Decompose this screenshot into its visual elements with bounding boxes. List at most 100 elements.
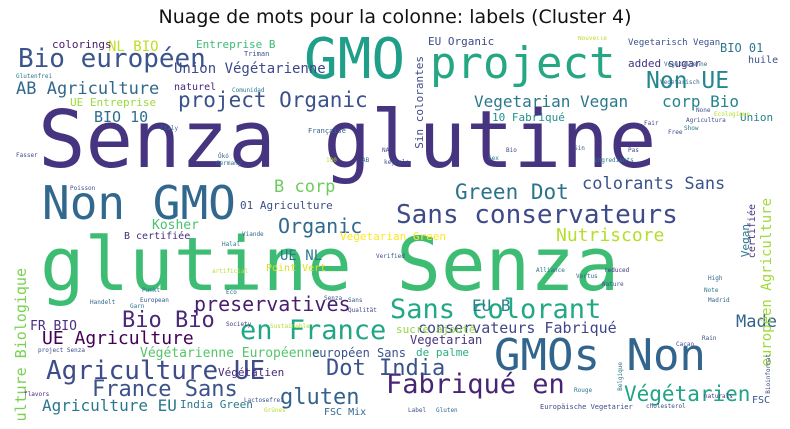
- cloud-word: Union: [740, 111, 774, 124]
- cloud-word: GMOs Non: [494, 330, 706, 381]
- cloud-word: Pas: [628, 147, 639, 154]
- cloud-word: Cacao: [676, 341, 695, 348]
- cloud-word: project: [430, 38, 616, 89]
- cloud-word: B corp: [274, 177, 336, 197]
- cloud-word: en France: [240, 315, 387, 346]
- cloud-word: Garn: [130, 303, 145, 310]
- cloud-word: Nature: [602, 281, 624, 288]
- cloud-word: Fasser: [16, 152, 38, 159]
- cloud-word: corp Bio: [662, 92, 740, 111]
- cloud-word: huile de: [748, 55, 778, 66]
- cloud-word: AB: [362, 157, 370, 164]
- cloud-word: FSC Mix: [324, 407, 367, 418]
- cloud-word: FSC: [752, 395, 771, 406]
- cloud-word: Sin: [574, 145, 585, 152]
- cloud-word: Union Végétarienne: [174, 61, 326, 77]
- cloud-word: Bio européen: [18, 44, 206, 74]
- cloud-word: project Organic: [178, 88, 368, 112]
- cloud-word: Label: [408, 407, 427, 414]
- cloud-word: Free: [668, 129, 683, 136]
- cloud-word: ingredients: [594, 157, 634, 164]
- cloud-word: Kosher: [152, 218, 199, 233]
- cloud-word: Organic: [278, 214, 363, 238]
- cloud-word: Bio: [506, 147, 517, 154]
- cloud-word: Vegetarian Green: [340, 230, 446, 243]
- cloud-word: reduced: [604, 267, 630, 274]
- cloud-word: Italy: [160, 125, 179, 132]
- cloud-word: Entreprise B: [196, 38, 276, 51]
- cloud-word: flavors: [24, 391, 50, 398]
- cloud-word: Vegetarisch Vegan: [628, 38, 721, 48]
- cloud-word: Rain: [702, 335, 717, 342]
- word-cloud: Senza glutine glutine Senza GMO project …: [12, 36, 778, 420]
- cloud-word: added sugar: [628, 57, 701, 70]
- cloud-word: Non GMO: [42, 176, 236, 230]
- cloud-word: conservateurs Fabriqué: [418, 319, 617, 337]
- cloud-word: Madrid: [708, 297, 730, 304]
- page-title: Nuage de mots pour la colonne: labels (C…: [158, 6, 632, 28]
- cloud-word: Fair: [644, 120, 659, 127]
- cloud-word: Française: [308, 127, 346, 135]
- cloud-word: Vertus: [576, 273, 598, 280]
- cloud-word: Show: [684, 125, 699, 132]
- cloud-word: Europäische Vegetarier: [540, 403, 633, 411]
- cloud-word: India Green: [180, 398, 253, 411]
- cloud-word: Végétarienne Européenne: [140, 346, 321, 361]
- cloud-word: européen Sans: [312, 346, 406, 360]
- cloud-word: certifiée: [747, 204, 758, 259]
- cloud-word: colorings: [52, 38, 112, 51]
- cloud-word: keyhole: [384, 159, 410, 166]
- cloud-word: Dot India: [326, 356, 446, 381]
- cloud-word: colorants Sans: [582, 174, 726, 194]
- cloud-word: Society: [226, 321, 252, 328]
- cloud-word: Ökó: [218, 153, 229, 160]
- cloud-word: 10 Fabriqué: [492, 111, 565, 124]
- cloud-word: preservatives: [194, 292, 351, 316]
- cloud-word: European: [140, 297, 169, 304]
- cloud-word: Verified: [376, 253, 405, 260]
- cloud-word: Sans conservateurs: [396, 200, 678, 230]
- cloud-word: Sustainable: [270, 323, 310, 330]
- cloud-word: UE NL: [280, 248, 323, 264]
- cloud-word: Agriculture UE: [46, 356, 266, 386]
- cloud-word: UE Entreprise: [70, 96, 157, 109]
- cloud-word: Poisson: [70, 185, 96, 192]
- cloud-word: Comunidad: [232, 87, 265, 94]
- cloud-word: project Senza: [38, 347, 85, 354]
- cloud-word: Note: [704, 287, 719, 294]
- cloud-word: 01 Agriculture: [240, 199, 333, 212]
- cloud-word: Bioinformat: [765, 354, 772, 394]
- cloud-word: Sans colorant: [390, 294, 602, 325]
- cloud-word: AB Agriculture: [16, 79, 160, 99]
- cloud-word: Ecologique: [714, 111, 751, 118]
- cloud-word: Lactosefrei: [244, 397, 284, 404]
- cloud-word: EU Organic: [428, 36, 495, 48]
- cloud-word: Bio Bio: [122, 308, 215, 333]
- cloud-word: B certifiée: [124, 231, 191, 242]
- cloud-word: Punkt: [142, 287, 161, 294]
- cloud-word: BIO 01: [720, 41, 764, 55]
- cloud-word: NA: [382, 147, 390, 154]
- cloud-word: Rouge: [574, 387, 593, 394]
- cloud-word: Nouvelle: [578, 36, 607, 42]
- cloud-word: naturel: [174, 82, 217, 93]
- cloud-word: Senza glutine: [38, 94, 657, 186]
- cloud-word: Point Vert: [266, 263, 327, 274]
- cloud-word: Agricultura: [686, 117, 726, 124]
- cloud-word: Fabriqué en: [386, 369, 565, 400]
- cloud-word: NL BIO: [108, 39, 159, 55]
- cloud-word: Grünes: [264, 407, 286, 414]
- cloud-word: Non UE: [646, 68, 730, 94]
- cloud-word: Végétalienne: [664, 61, 708, 68]
- cloud-word: France Sans: [92, 377, 238, 402]
- cloud-word: européen Agriculture: [759, 198, 775, 367]
- cloud-word: Sin colorantes: [413, 56, 426, 149]
- cloud-word: FR BIO: [30, 319, 77, 334]
- cloud-word: Vegetarian: [410, 333, 483, 347]
- cloud-word: High: [708, 275, 723, 282]
- cloud-word: cholesterol: [646, 403, 686, 410]
- cloud-word: Vegetarisch: [660, 79, 700, 86]
- cloud-word: 100: [326, 157, 337, 164]
- cloud-word: Végétarien: [624, 382, 751, 406]
- cloud-word: sucre ajouté: [396, 323, 476, 336]
